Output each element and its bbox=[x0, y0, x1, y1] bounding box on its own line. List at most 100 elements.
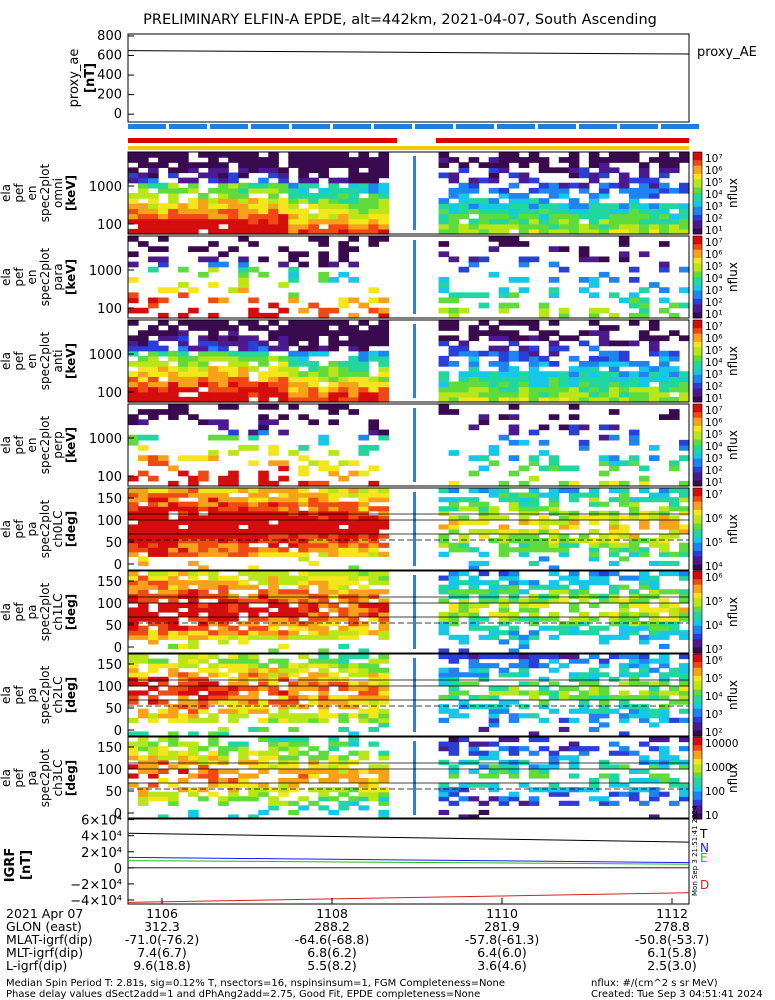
spectrogram-cell bbox=[658, 350, 670, 357]
spectrogram-cell bbox=[378, 376, 390, 383]
panel-ylabel-line: pa bbox=[25, 605, 39, 620]
spectrogram-cell bbox=[518, 241, 530, 247]
spectrogram-cell bbox=[188, 547, 199, 553]
spectrogram-cell bbox=[528, 501, 540, 507]
spectrogram-cell bbox=[478, 750, 490, 756]
spectrogram-cell bbox=[508, 208, 520, 215]
spectrogram-cell bbox=[278, 741, 289, 747]
spectrogram-cell bbox=[218, 419, 229, 426]
spectrogram-cell bbox=[448, 571, 460, 577]
spectrogram-cell bbox=[348, 695, 360, 701]
spectrogram-cell bbox=[228, 616, 239, 622]
spectrogram-cell bbox=[368, 630, 380, 636]
spectrogram-cell bbox=[488, 335, 500, 342]
spectrogram-cell bbox=[548, 386, 560, 393]
spectrogram-cell bbox=[438, 538, 450, 544]
spectrogram-cell bbox=[148, 409, 159, 415]
spectrogram-cell bbox=[138, 376, 149, 383]
spectrogram-cell bbox=[548, 330, 560, 336]
colorbar-segment bbox=[693, 377, 702, 381]
spectrogram-cell bbox=[128, 439, 139, 446]
spectrogram-cell bbox=[338, 330, 349, 336]
spectrogram-cell bbox=[668, 515, 680, 521]
spectrogram-cell bbox=[248, 167, 259, 174]
spectrogram-cell bbox=[468, 529, 480, 535]
spectrogram-cell bbox=[368, 465, 380, 472]
spectrogram-cell bbox=[548, 625, 560, 631]
spectrogram-cell bbox=[438, 307, 450, 314]
spectrogram-cell bbox=[648, 213, 660, 220]
spectrogram-cell bbox=[458, 681, 470, 687]
spectrogram-cell bbox=[488, 172, 500, 179]
spectrogram-cell bbox=[168, 193, 179, 199]
spectrogram-cell bbox=[638, 598, 650, 604]
spectrogram-cell bbox=[468, 654, 480, 660]
spectrogram-cell bbox=[558, 800, 570, 806]
spectrogram-cell bbox=[658, 773, 670, 779]
spectrogram-cell bbox=[178, 404, 189, 410]
spectrogram-cell bbox=[338, 589, 349, 595]
spectrogram-cell bbox=[378, 612, 390, 618]
spectrogram-cell bbox=[268, 805, 279, 811]
spectrogram-cell bbox=[558, 193, 570, 199]
spectrogram-cell bbox=[378, 722, 390, 728]
spectrogram-cell bbox=[558, 465, 570, 472]
spectrogram-cell bbox=[588, 371, 600, 377]
spectrogram-cell bbox=[498, 287, 510, 293]
spectrogram-cell bbox=[248, 218, 259, 225]
spectrogram-cell bbox=[528, 616, 540, 622]
spectrogram-cell bbox=[248, 266, 259, 273]
spectrogram-cell bbox=[378, 187, 390, 194]
spectrogram-cell bbox=[188, 654, 199, 660]
spectrogram-cell bbox=[558, 386, 570, 393]
colorbar-segment bbox=[693, 160, 702, 164]
spectrogram-cell bbox=[668, 616, 680, 622]
spectrogram-cell bbox=[258, 616, 269, 622]
spectrogram-cell bbox=[348, 759, 360, 765]
spectrogram-cell bbox=[538, 538, 550, 544]
panel-ylabel-line: perp bbox=[51, 431, 65, 459]
spectrogram-cell bbox=[568, 580, 580, 586]
spectrogram-cell bbox=[188, 607, 199, 613]
spectrogram-cell bbox=[678, 439, 690, 446]
colorbar-segment bbox=[693, 341, 702, 346]
spectrogram-cell bbox=[668, 409, 680, 415]
spectrogram-cell bbox=[488, 325, 500, 331]
colorbar-segment bbox=[693, 439, 702, 443]
spectrogram-cell bbox=[198, 704, 209, 710]
spectrogram-cell bbox=[208, 782, 219, 788]
spectrogram-cell bbox=[178, 571, 189, 577]
spectrogram-cell bbox=[598, 203, 610, 209]
spectrogram-cell bbox=[638, 381, 650, 388]
spectrogram-cell bbox=[678, 598, 690, 604]
spectrogram-cell bbox=[508, 391, 520, 398]
spectrogram-cell bbox=[498, 584, 510, 590]
spectrogram-cell bbox=[368, 612, 380, 618]
spectrogram-cell bbox=[488, 538, 500, 544]
colorbar-segment bbox=[693, 458, 702, 462]
spectrogram-cell bbox=[288, 690, 299, 696]
spectrogram-cell bbox=[358, 667, 370, 673]
spectrogram-cell bbox=[358, 381, 370, 388]
spectrogram-cell bbox=[498, 187, 510, 194]
spectrogram-cell bbox=[338, 198, 349, 204]
spectrogram-cell bbox=[328, 551, 339, 557]
spectrogram-cell bbox=[318, 658, 329, 664]
spectrogram-cell bbox=[208, 519, 219, 526]
spectrogram-cell bbox=[158, 455, 169, 461]
spectrogram-cell bbox=[548, 538, 560, 544]
spectrogram-cell bbox=[128, 203, 139, 209]
spectrogram-cell bbox=[128, 598, 139, 604]
spectrogram-cell bbox=[138, 510, 149, 516]
spectrogram-cell bbox=[608, 157, 620, 163]
spectrogram-cell bbox=[528, 361, 540, 367]
spectrogram-cell bbox=[518, 800, 530, 806]
panel-ytick-label: 1000 bbox=[89, 180, 122, 195]
spectrogram-cell bbox=[258, 699, 269, 705]
spectrogram-cell bbox=[468, 187, 480, 194]
spectrogram-cell bbox=[638, 510, 650, 516]
spectrogram-cell bbox=[308, 621, 319, 627]
spectrogram-cell bbox=[218, 335, 229, 342]
spectrogram-cell bbox=[678, 182, 690, 189]
